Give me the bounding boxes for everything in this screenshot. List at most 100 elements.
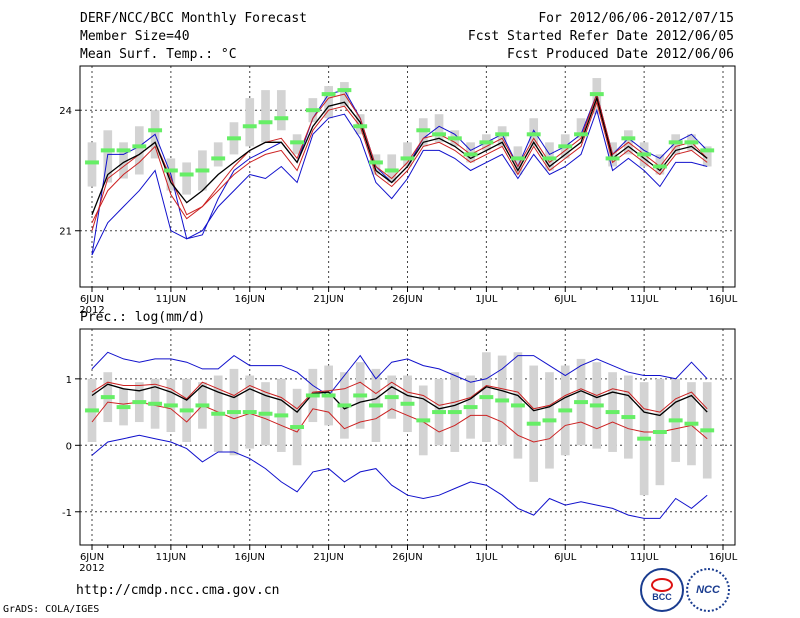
median-mark	[684, 421, 699, 426]
ensemble-box	[418, 118, 428, 147]
median-mark	[652, 430, 667, 435]
ensemble-box	[371, 154, 381, 175]
median-mark	[495, 398, 510, 403]
median-mark	[384, 395, 399, 400]
median-mark	[163, 403, 178, 408]
median-mark	[463, 152, 478, 157]
grads-credit: GrADS: COLA/IGES	[3, 604, 100, 615]
median-mark	[637, 152, 652, 157]
median-mark	[558, 408, 573, 413]
median-mark	[353, 393, 368, 398]
median-mark	[258, 120, 273, 125]
median-mark	[668, 418, 683, 423]
ensemble-box	[497, 126, 507, 147]
x-tick-label: 11JUN	[156, 552, 186, 563]
median-mark	[416, 418, 431, 423]
y-tick-label: 24	[59, 106, 72, 117]
ensemble-box	[576, 118, 586, 139]
median-mark	[274, 116, 289, 121]
ensemble-box	[387, 154, 397, 183]
median-mark	[589, 92, 604, 97]
median-mark	[621, 415, 636, 420]
median-mark	[132, 400, 147, 405]
median-mark	[447, 136, 462, 141]
x-tick-label: 6JUL	[554, 552, 577, 563]
median-mark	[668, 140, 683, 145]
median-mark	[195, 168, 210, 173]
chart-panel-1: 6JUN 11JUN 16JUN 21JUN 26JUN 1JUL 6JUL 11JUL 16J…	[59, 65, 738, 316]
ensemble-box	[545, 142, 554, 171]
median-mark	[353, 124, 368, 129]
x-tick-label: 16JUL	[709, 294, 738, 305]
ensemble-box	[182, 162, 191, 195]
median-mark	[684, 140, 699, 145]
median-mark	[589, 403, 604, 408]
median-mark	[211, 411, 226, 416]
series-line-min	[91, 108, 708, 256]
median-mark	[574, 400, 588, 405]
median-mark	[242, 124, 257, 129]
median-mark	[447, 410, 462, 415]
ensemble-box	[119, 142, 128, 179]
series-line-min	[91, 434, 708, 519]
source-url: http://cmdp.ncc.cma.gov.cn	[76, 583, 280, 598]
median-mark	[179, 172, 194, 177]
median-mark	[621, 136, 636, 141]
ensemble-box	[87, 142, 97, 187]
median-mark	[463, 405, 478, 410]
median-mark	[290, 425, 305, 430]
median-mark	[432, 410, 446, 415]
bcc-logo-mark	[651, 578, 673, 592]
x-tick-label: 16JUL	[709, 552, 738, 563]
ensemble-box	[213, 142, 223, 167]
x-tick-label: 1JUL	[475, 294, 498, 305]
median-mark	[337, 403, 352, 408]
series-line-p10	[91, 100, 708, 223]
x-tick-label: 6JUN	[80, 294, 104, 305]
ensemble-box	[671, 134, 681, 155]
x-tick-label: 16JUN	[235, 552, 265, 563]
plot-frame	[79, 328, 736, 546]
median-mark	[510, 403, 525, 408]
ensemble-box	[403, 142, 412, 167]
median-mark	[274, 413, 289, 418]
median-mark	[652, 164, 667, 169]
median-mark	[85, 160, 99, 165]
ensemble-box	[134, 126, 144, 175]
bcc-logo-text: BCC	[652, 592, 672, 602]
median-mark	[116, 148, 131, 153]
x-tick-label: 6JUN	[80, 552, 104, 563]
median-mark	[400, 401, 415, 406]
median-mark	[605, 156, 620, 161]
median-mark	[558, 144, 573, 149]
ensemble-box	[513, 146, 523, 175]
median-mark	[85, 408, 99, 413]
produced-date: Fcst Produced Date 2012/06/06	[507, 47, 734, 62]
ensemble-box	[655, 154, 665, 175]
x-year-label: 2012	[79, 305, 104, 316]
chart-panel-2: 6JUN 11JUN 16JUN 21JUN 26JUN 1JUL 6JUL 11JUL 16J…	[62, 328, 738, 574]
median-mark	[100, 395, 115, 400]
median-mark	[479, 395, 494, 400]
median-mark	[384, 168, 399, 173]
y-tick-label: 0	[66, 441, 72, 452]
median-mark	[148, 128, 163, 133]
median-mark	[258, 411, 273, 416]
median-mark	[400, 156, 415, 161]
series-line-p90	[91, 381, 708, 413]
ensemble-box	[592, 78, 602, 115]
median-mark	[369, 403, 383, 408]
x-tick-label: 6JUL	[554, 294, 577, 305]
median-mark	[305, 393, 320, 398]
median-mark	[132, 144, 147, 149]
median-mark	[148, 401, 163, 406]
ensemble-box	[324, 86, 333, 119]
ensemble-box	[466, 142, 475, 163]
median-mark	[305, 108, 320, 113]
median-mark	[163, 168, 178, 173]
x-tick-label: 21JUN	[313, 552, 343, 563]
x-tick-label: 11JUL	[630, 552, 659, 563]
median-mark	[526, 421, 541, 426]
median-mark	[100, 148, 115, 153]
